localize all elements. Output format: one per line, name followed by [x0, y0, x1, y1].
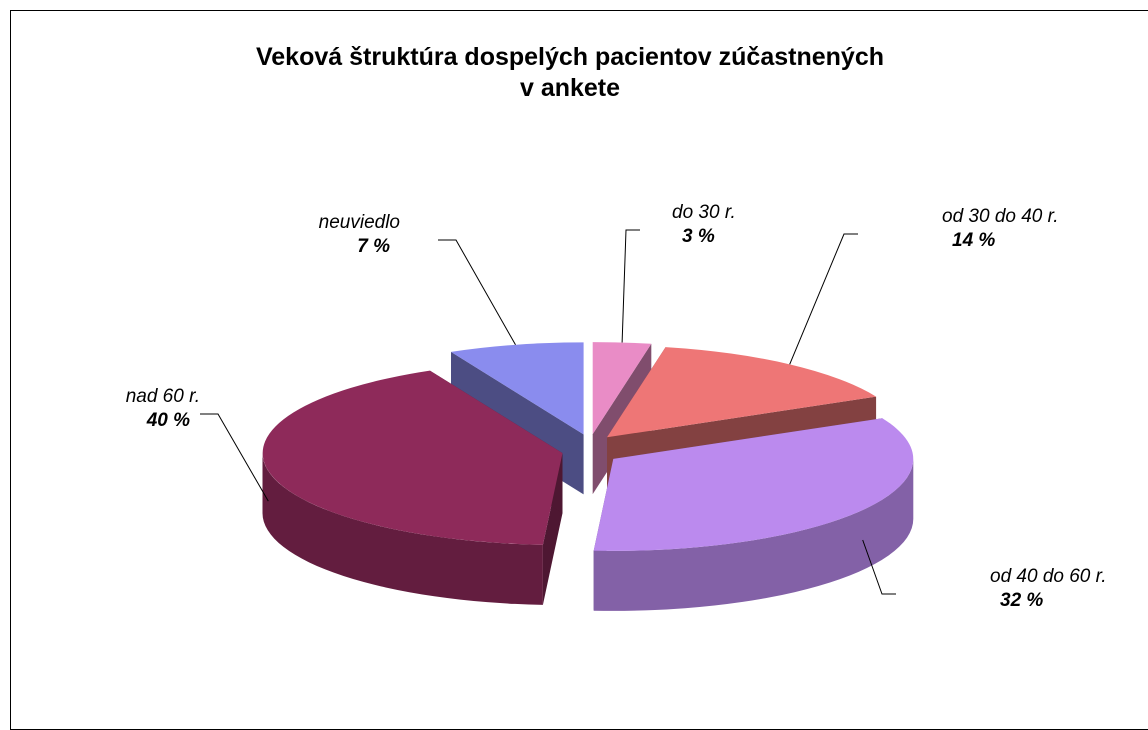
leader-line — [200, 413, 269, 502]
data-label-value: 32 % — [1000, 590, 1043, 611]
leader-line — [789, 233, 858, 365]
data-label-name: do 30 r. — [672, 202, 736, 223]
leader-line — [862, 539, 896, 595]
slice-top — [451, 342, 584, 435]
slice-side — [593, 458, 914, 611]
pie-slice — [593, 418, 914, 611]
slice-side — [262, 453, 543, 605]
chart-title: Veková štruktúra dospelých pacientov zúč… — [255, 43, 884, 102]
leader-line — [621, 229, 640, 343]
data-label-value: 3 % — [682, 226, 715, 247]
pie-slice — [262, 370, 563, 605]
slice-top — [607, 347, 877, 438]
data-label-name: od 40 do 60 r. — [990, 566, 1107, 587]
slice-top — [262, 370, 563, 545]
slice-top — [593, 418, 914, 551]
data-label-value: 7 % — [357, 236, 390, 257]
slice-top — [592, 342, 652, 435]
data-label-name: neuviedlo — [319, 212, 400, 233]
data-label-value: 14 % — [952, 230, 995, 251]
leader-line — [438, 239, 516, 346]
data-label-name: od 30 do 40 r. — [942, 206, 1059, 227]
data-label-value: 40 % — [146, 410, 190, 431]
data-label-name: nad 60 r. — [126, 386, 200, 407]
